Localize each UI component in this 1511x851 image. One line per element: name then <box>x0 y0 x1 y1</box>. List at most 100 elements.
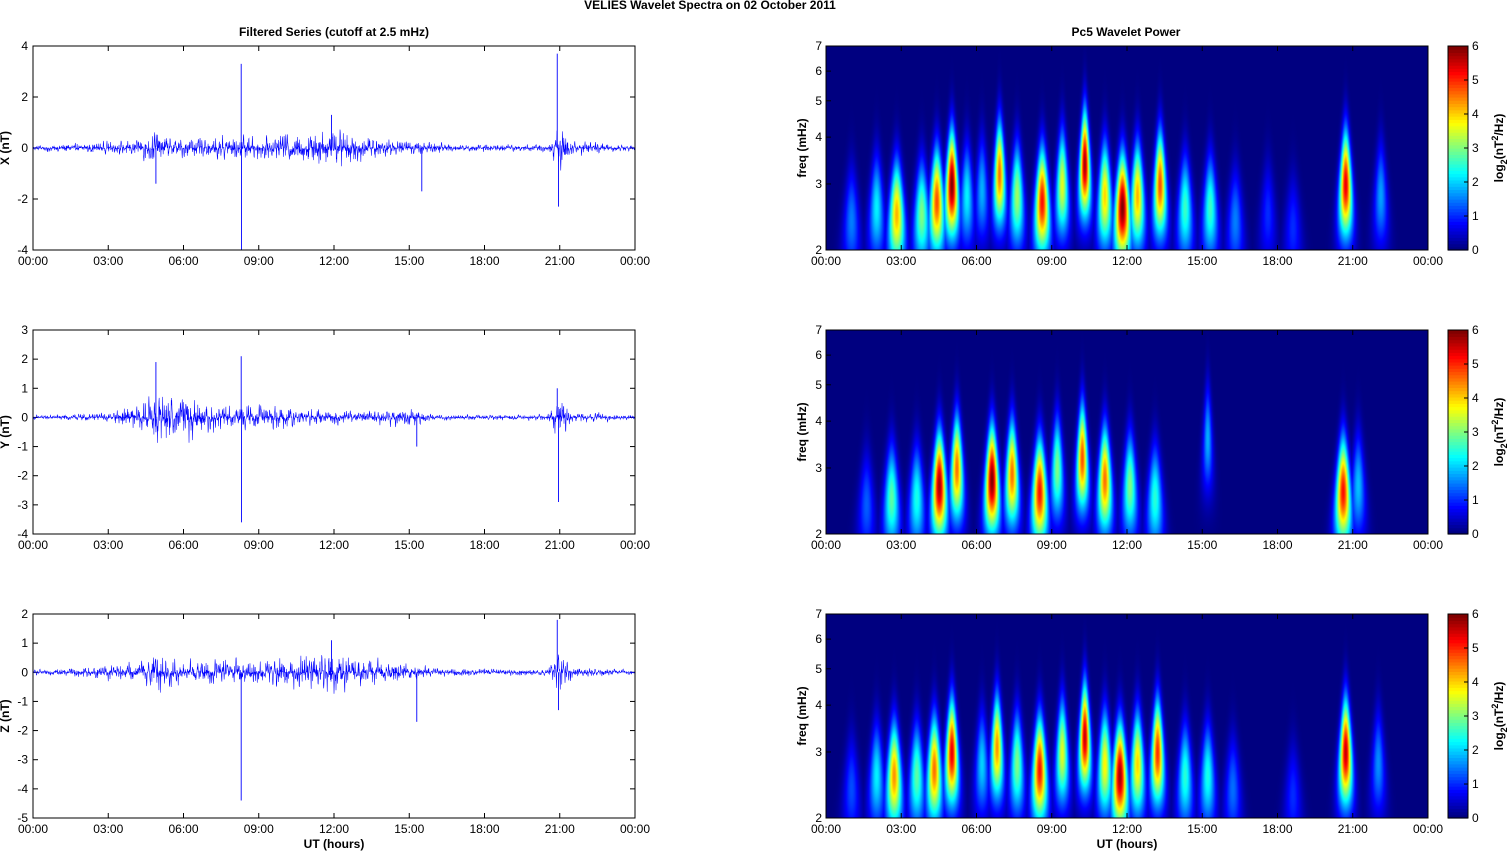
x-wavelet-colorbar-cell <box>1448 170 1468 175</box>
z-series-ytick-label: 2 <box>21 607 28 621</box>
z-wavelet-colorbar-cell <box>1448 665 1468 669</box>
y-wavelet-colorbar-cell <box>1448 454 1468 459</box>
x-wavelet-colorbar-cell <box>1448 176 1468 181</box>
y-wavelet-ytick-label: 7 <box>815 323 822 337</box>
y-wavelet-xtick-label: 00:00 <box>811 538 841 552</box>
z-wavelet-colorbar-cell <box>1448 700 1468 704</box>
y-wavelet-colorbar-cell <box>1448 511 1468 516</box>
y-wavelet-colorbar-cell <box>1448 345 1468 350</box>
z-wavelet-colorbar-cell <box>1448 728 1468 733</box>
z-series-ytick-label: -3 <box>17 753 28 767</box>
x-wavelet-colorbar-cell <box>1448 230 1468 235</box>
x-wavelet-colorbar-cell <box>1448 81 1468 85</box>
y-wavelet-xtick-label: 00:00 <box>1413 538 1443 552</box>
x-wavelet-colorbar-tick-label: 2 <box>1472 175 1479 189</box>
y-wavelet-xtick-label: 15:00 <box>1187 538 1217 552</box>
y-series-xtick-label: 09:00 <box>244 538 274 552</box>
y-wavelet-colorbar-cell <box>1448 486 1468 490</box>
x-series-xtick-label: 18:00 <box>469 254 499 268</box>
z-wavelet-colorbar-cell <box>1448 649 1468 653</box>
y-wavelet-colorbar-cell <box>1448 361 1468 366</box>
x-wavelet-colorbar-cell <box>1448 186 1468 191</box>
y-wavelet-colorbar-cell <box>1448 358 1468 363</box>
y-wavelet-colorbar-cell <box>1448 438 1468 443</box>
y-wavelet-colorbar-cell <box>1448 530 1468 535</box>
z-wavelet-ytick-label: 2 <box>815 811 822 825</box>
z-wavelet-colorbar-cell <box>1448 808 1468 813</box>
x-wavelet-colorbar-cell <box>1448 246 1468 251</box>
z-wavelet-colorbar-cell <box>1448 789 1468 794</box>
y-wavelet-colorbar-cell <box>1448 412 1468 417</box>
x-wavelet-colorbar-cell <box>1448 189 1468 194</box>
z-wavelet-colorbar-cell <box>1448 696 1468 701</box>
y-series-xtick-label: 03:00 <box>93 538 123 552</box>
z-wavelet-xtick-label: 00:00 <box>811 822 841 836</box>
y-series-xtick-label: 18:00 <box>469 538 499 552</box>
z-wavelet-xtick-label: 09:00 <box>1037 822 1067 836</box>
y-wavelet-xtick-label: 03:00 <box>886 538 916 552</box>
left-column-title: Filtered Series (cutoff at 2.5 mHz) <box>239 25 429 39</box>
z-wavelet-colorbar-cell <box>1448 693 1468 698</box>
x-wavelet-colorbar-cell <box>1448 49 1468 53</box>
z-wavelet-colorbar-cell <box>1448 744 1468 749</box>
y-wavelet-colorbar-cell <box>1448 384 1468 388</box>
z-wavelet-colorbar-tick-label: 1 <box>1472 777 1479 791</box>
x-wavelet-colorbar-tick-label: 0 <box>1472 243 1479 257</box>
z-series-xtick-label: 12:00 <box>319 822 349 836</box>
z-wavelet-colorbar-cell <box>1448 814 1468 819</box>
x-wavelet-xtick-label: 09:00 <box>1037 254 1067 268</box>
y-wavelet-colorbar-cell <box>1448 400 1468 404</box>
z-wavelet-colorbar-cell <box>1448 795 1468 800</box>
y-wavelet-ytick-label: 4 <box>815 414 822 428</box>
y-wavelet-colorbar-cell <box>1448 416 1468 420</box>
x-wavelet-colorbar-cell <box>1448 90 1468 95</box>
x-wavelet-heatmap <box>826 46 1428 250</box>
y-wavelet-colorbar-cell <box>1448 502 1468 506</box>
z-wavelet-colorbar-cell <box>1448 786 1468 790</box>
z-wavelet-xtick-label: 21:00 <box>1338 822 1368 836</box>
z-wavelet-colorbar-cell <box>1448 798 1468 803</box>
z-series-xtick-label: 09:00 <box>244 822 274 836</box>
z-wavelet-colorbar-cell <box>1448 633 1468 637</box>
y-wavelet-colorbar-cell <box>1448 518 1468 522</box>
x-wavelet-colorbar-cell <box>1448 144 1468 149</box>
y-wavelet-colorbar-cell <box>1448 425 1468 430</box>
x-wavelet-xtick-label: 06:00 <box>961 254 991 268</box>
y-series-ytick-label: 3 <box>21 323 28 337</box>
y-wavelet-colorbar-tick-label: 0 <box>1472 527 1479 541</box>
z-wavelet-colorbar-cell <box>1448 731 1468 736</box>
z-wavelet-colorbar-cell <box>1448 779 1468 784</box>
z-wavelet-colorbar-cell <box>1448 782 1468 787</box>
x-wavelet-colorbar-cell <box>1448 138 1468 143</box>
x-wavelet-colorbar-cell <box>1448 103 1468 108</box>
x-wavelet-colorbar-cell <box>1448 68 1468 73</box>
x-wavelet-colorbar-tick-label: 1 <box>1472 209 1479 223</box>
x-wavelet-colorbar-cell <box>1448 97 1468 101</box>
x-wavelet-colorbar-cell <box>1448 151 1468 155</box>
x-wavelet-colorbar-cell <box>1448 109 1468 114</box>
y-wavelet-colorbar-cell <box>1448 470 1468 475</box>
x-wavelet-colorbar-cell <box>1448 163 1468 168</box>
z-wavelet-xtick-label: 00:00 <box>1413 822 1443 836</box>
y-wavelet-colorbar-cell <box>1448 381 1468 385</box>
z-wavelet-colorbar-cell <box>1448 690 1468 695</box>
x-wavelet-colorbar-cell <box>1448 202 1468 206</box>
z-wavelet-colorbar-cell <box>1448 754 1468 759</box>
z-wavelet-colorbar-cell <box>1448 645 1468 650</box>
x-wavelet-colorbar-cell <box>1448 192 1468 197</box>
y-wavelet-colorbar-tick-label: 5 <box>1472 357 1479 371</box>
x-series-ylabel: X (nT) <box>0 131 12 165</box>
z-wavelet-colorbar-cell <box>1448 735 1468 739</box>
z-wavelet-colorbar-label: log2(nT2/Hz) <box>1490 682 1509 751</box>
x-wavelet-colorbar-cell <box>1448 106 1468 111</box>
y-wavelet-colorbar-cell <box>1448 342 1468 347</box>
z-wavelet-colorbar-cell <box>1448 677 1468 682</box>
z-wavelet-colorbar-cell <box>1448 776 1468 781</box>
z-wavelet-colorbar-cell <box>1448 703 1468 708</box>
z-wavelet-colorbar-cell <box>1448 725 1468 730</box>
z-wavelet-xlabel: UT (hours) <box>1097 837 1158 851</box>
y-wavelet-colorbar-cell <box>1448 365 1468 369</box>
x-series-xtick-label: 03:00 <box>93 254 123 268</box>
x-wavelet-colorbar-tick-label: 5 <box>1472 73 1479 87</box>
y-wavelet-colorbar-cell <box>1448 339 1468 344</box>
